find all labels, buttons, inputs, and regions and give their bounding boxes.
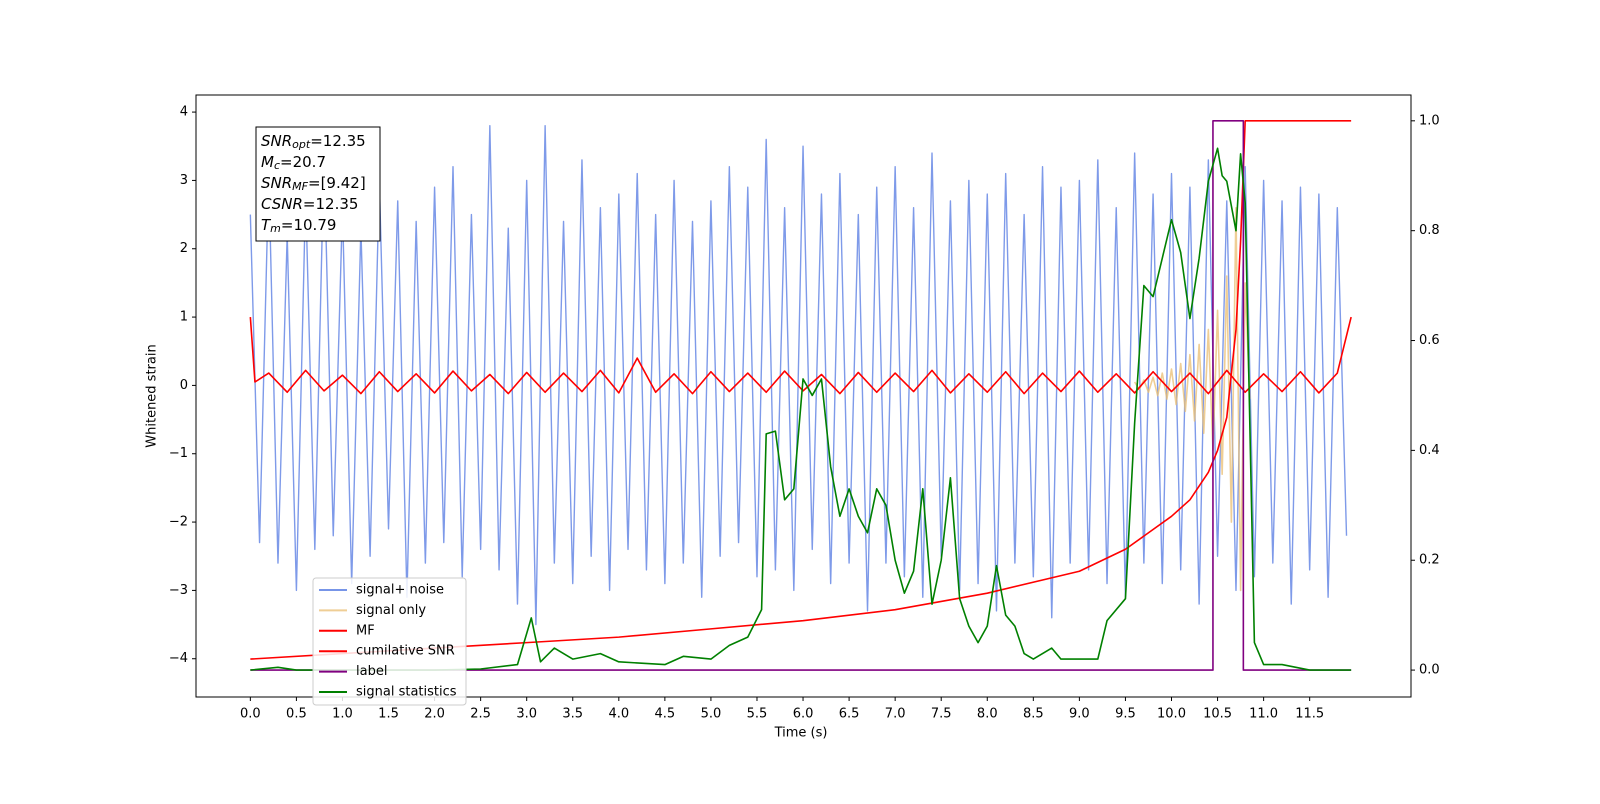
x-axis-label: Time (s) [774, 726, 828, 741]
annotation-text: =12.35 [303, 195, 359, 213]
x-tick-label: 8.5 [1023, 707, 1044, 722]
y2-tick-label: 0.2 [1419, 553, 1440, 568]
y-tick-label: 3 [180, 173, 188, 188]
y-tick-label: 4 [180, 105, 188, 120]
annotation-subscript: opt [292, 138, 311, 151]
legend-frame [312, 577, 467, 706]
legend-label: MF [356, 623, 375, 638]
legend-label: label [356, 664, 387, 679]
y-tick-label: −4 [169, 651, 188, 666]
annotation-line: SNRopt=12.35 [261, 132, 366, 152]
annotation-symbol: SNR [261, 132, 292, 150]
annotation-subscript: MF [292, 180, 308, 193]
y-tick-label: −1 [169, 446, 188, 461]
y-tick-label: 1 [180, 310, 188, 325]
x-tick-label: 10.5 [1203, 707, 1232, 722]
x-tick-label: 3.5 [562, 707, 583, 722]
y2-tick-label: 0.8 [1419, 223, 1440, 238]
series-line [250, 120, 1352, 660]
series-line [249, 316, 1352, 395]
legend: signal+ noise signal only MF cumilative SNR… [312, 577, 467, 706]
y2-tick-label: 0.0 [1419, 663, 1440, 678]
x-tick-label: 7.0 [885, 707, 906, 722]
annotation-subscript: m [270, 222, 281, 235]
y-tick-label: 2 [180, 241, 188, 256]
x-tick-label: 0.0 [240, 707, 261, 722]
annotation-text: =10.79 [281, 216, 337, 234]
legend-label: cumilative SNR [356, 644, 455, 659]
series-line [249, 125, 1348, 626]
annotation-subscript: c [274, 159, 280, 172]
annotation-text: =[9.42] [308, 174, 366, 192]
annotation-box: SNRopt=12.35Mc=20.7SNRMF=[9.42]CSNR=12.3… [255, 126, 381, 242]
y-axis-label: Whitened strain [145, 344, 160, 447]
x-tick-label: 9.0 [1069, 707, 1090, 722]
x-tick-label: 0.5 [286, 707, 307, 722]
y-tick-label: −3 [169, 583, 188, 598]
annotation-symbol: T [261, 216, 272, 234]
legend-label: signal+ noise [356, 583, 444, 598]
annotation-text: =12.35 [310, 132, 366, 150]
x-tick-label: 10.0 [1157, 707, 1186, 722]
series-line [250, 147, 1352, 671]
x-tick-label: 4.0 [608, 707, 629, 722]
series-line [1133, 206, 1251, 592]
annotation-frame [255, 126, 381, 242]
annotation-symbol: CSNR [261, 195, 303, 213]
x-tick-label: 2.5 [470, 707, 491, 722]
x-tick-label: 6.5 [839, 707, 860, 722]
annotation-symbol: M [261, 153, 274, 171]
y-tick-label: 0 [180, 378, 188, 393]
annotation-line: Tm=10.79 [261, 216, 336, 236]
annotation-line: SNRMF=[9.42] [261, 174, 366, 194]
x-tick-label: 9.5 [1115, 707, 1136, 722]
legend-label: signal statistics [356, 685, 457, 700]
annotation-text: =20.7 [280, 153, 326, 171]
x-tick-label: 5.5 [747, 707, 768, 722]
x-tick-label: 1.5 [378, 707, 399, 722]
annotation-line: Mc=20.7 [261, 153, 326, 173]
y2-tick-label: 0.4 [1419, 443, 1440, 458]
x-tick-label: 7.5 [931, 707, 952, 722]
y2-tick-label: 0.6 [1419, 333, 1440, 348]
plot-area [249, 120, 1352, 671]
x-tick-label: 1.0 [332, 707, 353, 722]
y-tick-label: −2 [169, 515, 188, 530]
series-line [250, 120, 1352, 671]
x-tick-label: 11.0 [1249, 707, 1278, 722]
x-tick-label: 6.0 [793, 707, 814, 722]
x-tick-label: 3.0 [516, 707, 537, 722]
y2-tick-label: 1.0 [1419, 113, 1440, 128]
legend-label: signal only [356, 603, 426, 618]
annotation-line: CSNR=12.35 [261, 195, 358, 213]
x-tick-label: 8.0 [977, 707, 998, 722]
x-tick-label: 11.5 [1295, 707, 1324, 722]
x-tick-label: 5.0 [701, 707, 722, 722]
annotation-symbol: SNR [261, 174, 292, 192]
x-tick-label: 2.0 [424, 707, 445, 722]
x-tick-label: 4.5 [655, 707, 676, 722]
